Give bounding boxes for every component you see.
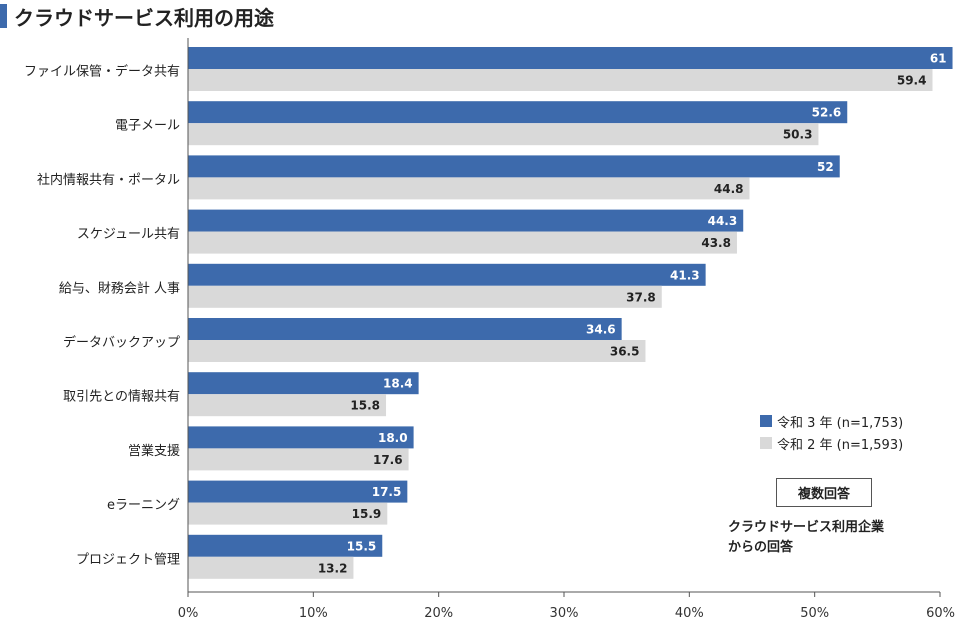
category-label: ファイル保管・データ共有 [24, 64, 180, 80]
category-label: 電子メール [115, 119, 180, 134]
legend-swatch-r2 [760, 437, 772, 449]
value-label-r3: 52 [817, 160, 834, 174]
value-label-r3: 15.5 [347, 539, 377, 553]
category-label: 営業支援 [128, 443, 180, 459]
bar-r3 [188, 372, 419, 395]
bar-r2 [188, 502, 388, 525]
x-tick-label: 10% [299, 606, 328, 621]
category-label: スケジュール共有 [77, 227, 180, 242]
value-label-r3: 44.3 [708, 214, 738, 228]
respondent-note: クラウドサービス利用企業 からの回答 [728, 518, 884, 558]
value-label-r3: 18.4 [383, 377, 413, 391]
value-label-r2: 15.8 [350, 399, 380, 413]
bar-r3 [188, 263, 706, 286]
respondent-note-line-1: クラウドサービス利用企業 [728, 520, 885, 535]
bar-r2 [188, 285, 662, 308]
bar-r3 [188, 426, 414, 449]
value-label-r2: 50.3 [783, 128, 813, 142]
value-label-r2: 37.8 [626, 290, 656, 304]
value-label-r2: 13.2 [318, 561, 348, 575]
legend-label-r3: 令和 3 年 (n=1,753) [777, 415, 904, 431]
bar-r3 [188, 47, 953, 69]
bar-r3 [188, 318, 622, 340]
category-label: データバックアップ [63, 335, 180, 351]
chart-title: クラウドサービス利用の用途 [14, 6, 274, 30]
value-label-r2: 44.8 [714, 182, 744, 196]
x-tick-label: 50% [800, 606, 829, 621]
category-label: 社内情報共有・ポータル [37, 172, 180, 188]
bar-r2 [188, 231, 737, 254]
x-tick-label: 40% [675, 606, 704, 621]
category-label: プロジェクト管理 [76, 552, 180, 567]
respondent-note-line-2: からの回答 [728, 540, 794, 555]
category-label: 給与、財務会計 人事 [59, 280, 180, 296]
value-label-r2: 17.6 [373, 453, 403, 467]
bar-r2 [188, 340, 646, 362]
multiple-answer-box: 複数回答 [776, 478, 872, 507]
value-label-r2: 36.5 [610, 345, 640, 359]
bar-r2 [188, 177, 750, 200]
title-accent-bar [0, 4, 7, 28]
x-tick-label: 30% [550, 606, 579, 621]
value-label-r2: 59.4 [897, 74, 927, 88]
value-label-r3: 18.0 [378, 431, 408, 445]
value-label-r3: 52.6 [812, 106, 842, 120]
bar-r3 [188, 101, 848, 124]
value-label-r3: 41.3 [670, 268, 700, 282]
category-label: eラーニング [107, 498, 180, 513]
bar-r3 [188, 534, 383, 557]
bar-r3 [188, 480, 408, 503]
legend-item-r2: 令和 2 年 (n=1,593) [760, 432, 903, 454]
bar-r2 [188, 123, 819, 146]
bar-r3 [188, 155, 840, 178]
bar-r2 [188, 556, 354, 579]
x-tick-label: 20% [424, 606, 453, 621]
x-tick-label: 0% [178, 606, 199, 621]
value-label-r3: 61 [930, 52, 947, 66]
bar-r3 [188, 209, 744, 232]
category-label: 取引先との情報共有 [63, 390, 180, 405]
bar-r2 [188, 69, 933, 91]
bar-r2 [188, 448, 409, 471]
x-tick-label: 60% [926, 606, 955, 621]
value-label-r3: 17.5 [372, 485, 402, 499]
legend-swatch-r3 [760, 415, 772, 427]
value-label-r2: 15.9 [352, 507, 382, 521]
legend-item-r3: 令和 3 年 (n=1,753) [760, 410, 903, 432]
legend-label-r2: 令和 2 年 (n=1,593) [777, 437, 904, 453]
bar-r2 [188, 394, 387, 417]
legend: 令和 3 年 (n=1,753) 令和 2 年 (n=1,593) [760, 410, 903, 454]
value-label-r2: 43.8 [701, 236, 731, 250]
value-label-r3: 34.6 [586, 323, 616, 337]
